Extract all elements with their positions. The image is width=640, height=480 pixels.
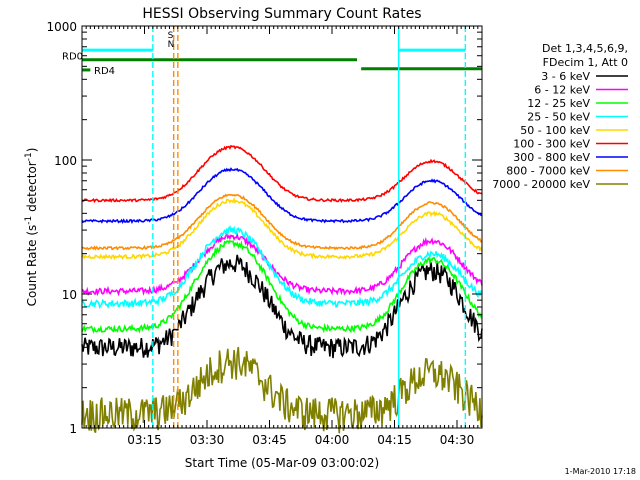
legend-header-line-1: Det 1,3,4,5,6,9, bbox=[542, 42, 628, 55]
x-tick-label: 03:45 bbox=[252, 433, 287, 447]
x-tick-label: 03:15 bbox=[127, 433, 162, 447]
y-axis: 1 10 100 1000 bbox=[46, 20, 482, 436]
x-tick-label: 04:30 bbox=[440, 433, 475, 447]
legend-label: 7000 - 20000 keV bbox=[492, 178, 590, 191]
y-axis-label-exp-2: -1 bbox=[24, 152, 34, 161]
y-tick-label: 100 bbox=[54, 154, 77, 168]
series-line-8 bbox=[81, 193, 483, 251]
x-tick-label: 03:30 bbox=[190, 433, 225, 447]
legend-label: 800 - 7000 keV bbox=[506, 165, 590, 178]
x-tick-label: 04:00 bbox=[315, 433, 350, 447]
legend-label: 100 - 300 keV bbox=[513, 138, 590, 151]
x-axis-label: Start Time (05-Mar-09 03:00:02) bbox=[185, 456, 379, 470]
legend-label: 3 - 6 keV bbox=[541, 70, 590, 83]
legend-label: 50 - 100 keV bbox=[520, 124, 590, 137]
marker-label: S bbox=[168, 31, 174, 41]
series-line-6 bbox=[81, 144, 483, 204]
y-axis-label-part-2: detector bbox=[25, 161, 39, 216]
series-line-1 bbox=[81, 254, 483, 359]
y-axis-label: Count Rate (s-1 detector-1) bbox=[24, 148, 39, 307]
x-axis: 03:15 03:30 03:45 04:00 04:15 04:30 bbox=[81, 26, 483, 447]
legend-label: 6 - 12 keV bbox=[534, 84, 590, 97]
chart-title: HESSI Observing Summary Count Rates bbox=[142, 6, 421, 22]
legend-label: 12 - 25 keV bbox=[527, 97, 590, 110]
legend-label: 25 - 50 keV bbox=[527, 111, 590, 124]
series-line-9 bbox=[81, 346, 483, 434]
y-axis-label-exp-1: -1 bbox=[24, 216, 34, 225]
y-axis-label-part-1: Count Rate (s bbox=[25, 225, 39, 307]
state-bar-label: RD4 bbox=[94, 66, 115, 77]
legend-label: 300 - 800 keV bbox=[513, 151, 590, 164]
series-line-2 bbox=[81, 232, 483, 297]
overlay-layer: RD0 RD4 SN bbox=[62, 26, 482, 428]
x-tick-label: 04:15 bbox=[377, 433, 412, 447]
y-axis-label-part-3: ) bbox=[25, 148, 39, 153]
series-line-3 bbox=[81, 239, 483, 334]
y-tick-label: 1000 bbox=[46, 20, 77, 34]
series-line-7 bbox=[81, 167, 483, 224]
y-tick-label: 1 bbox=[69, 422, 77, 436]
footer-date: 1-Mar-2010 17:18 bbox=[565, 467, 636, 476]
legend: Det 1,3,4,5,6,9, FDecim 1, Att 0 3 - 6 k… bbox=[492, 42, 628, 191]
y-tick-label: 10 bbox=[62, 288, 77, 302]
state-bar-label: RD0 bbox=[62, 52, 83, 63]
series-layer bbox=[81, 144, 483, 434]
legend-header-line-2: FDecim 1, Att 0 bbox=[543, 56, 628, 69]
series-line-4 bbox=[81, 225, 483, 310]
plot-frame bbox=[81, 25, 483, 429]
series-line-5 bbox=[81, 196, 483, 261]
marker-label: N bbox=[168, 40, 175, 50]
